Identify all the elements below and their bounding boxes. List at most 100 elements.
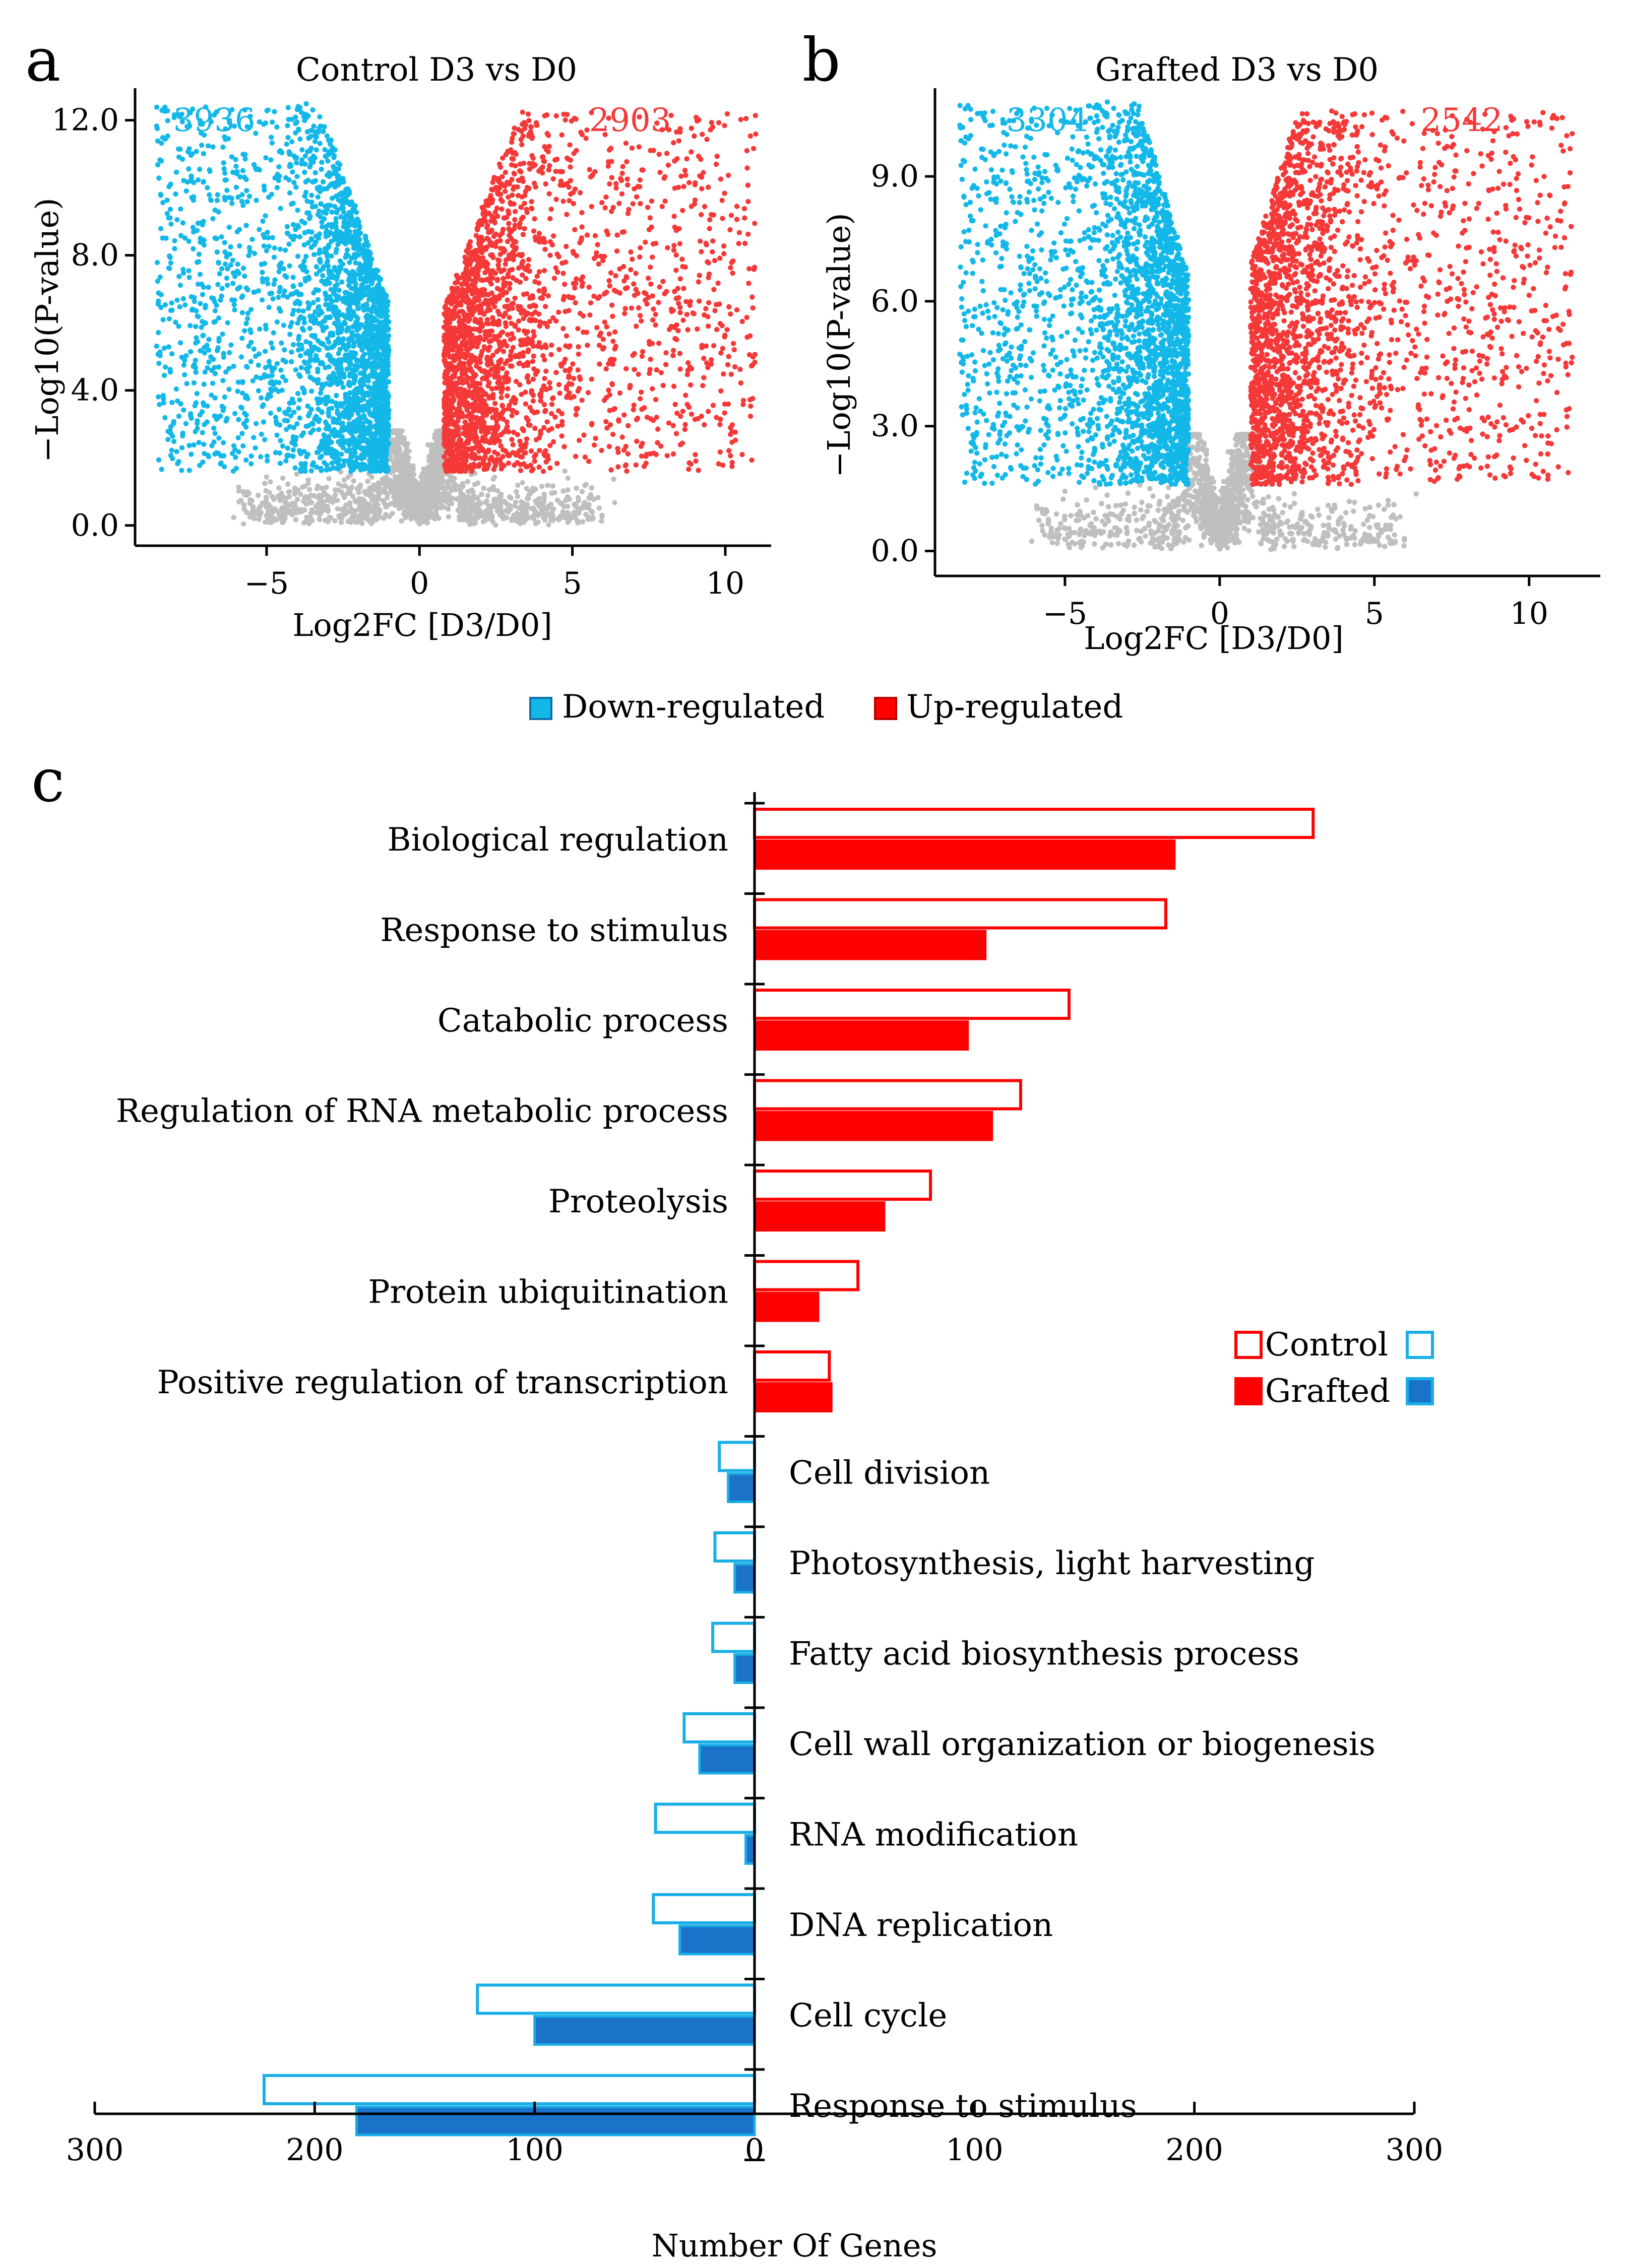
volcano-control-point-nonsig <box>348 486 353 492</box>
volcano-control-point-nonsig <box>515 482 521 488</box>
volcano-control-point-nonsig <box>464 501 470 506</box>
volcano-control-point-nonsig <box>286 489 291 495</box>
volcano-control-point-nonsig <box>421 466 426 472</box>
volcano-control-point-nonsig <box>475 495 480 500</box>
volcano-control-point-nonsig <box>325 497 331 502</box>
volcano-control-point-nonsig <box>515 493 521 499</box>
volcano-control-point-nonsig <box>338 520 344 526</box>
volcano-control-point-nonsig <box>399 518 404 524</box>
volcano-control-point-nonsig <box>303 494 309 499</box>
volcano-control-point-nonsig <box>305 477 311 483</box>
volcano-control-point-nonsig <box>542 517 548 523</box>
volcano-control-point-nonsig <box>490 476 496 482</box>
volcano-control-point-nonsig <box>551 506 556 512</box>
volcano-control-point-nonsig <box>322 517 328 523</box>
volcano-control-point-nonsig <box>575 495 581 500</box>
volcano-control-point-nonsig <box>504 508 510 513</box>
volcano-control-point-nonsig <box>276 485 282 491</box>
volcano-control-point-nonsig <box>264 474 269 480</box>
volcano-control-point-nonsig <box>339 489 344 495</box>
volcano-control-point-nonsig <box>589 485 595 491</box>
volcano-control-point-nonsig <box>336 481 341 487</box>
volcano-control-point-nonsig <box>231 514 236 521</box>
volcano-control-point-nonsig <box>300 484 305 490</box>
volcano-control-point-nonsig <box>441 478 446 484</box>
volcano-control-point-nonsig <box>484 498 489 504</box>
volcano-control-point-nonsig <box>521 520 527 525</box>
volcano-control-point-nonsig <box>258 509 264 515</box>
volcano-control-point-nonsig <box>465 479 470 484</box>
volcano-control-point-nonsig <box>550 483 555 489</box>
volcano-control-point-nonsig <box>416 481 422 486</box>
volcano-control-point-nonsig <box>285 481 291 487</box>
volcano-control-point-nonsig <box>241 502 247 507</box>
volcano-control-point-nonsig <box>565 503 571 509</box>
volcano-control-point-nonsig <box>562 468 568 474</box>
volcano-control-point-nonsig <box>309 507 315 513</box>
volcano-control-point-nonsig <box>262 481 268 486</box>
volcano-control-point-nonsig <box>549 490 554 496</box>
volcano-control-point-nonsig <box>306 487 312 492</box>
volcano-control-point-nonsig <box>565 494 571 500</box>
volcano-control-point-nonsig <box>333 487 338 493</box>
volcano-control-point-nonsig <box>497 493 503 499</box>
volcano-control-point-nonsig <box>599 512 605 518</box>
volcano-control-point-nonsig <box>590 516 596 522</box>
volcano-control-point-nonsig <box>539 484 545 489</box>
volcano-control-point-nonsig <box>588 493 594 499</box>
volcano-control-point-nonsig <box>531 513 537 519</box>
volcano-control-point-nonsig <box>359 496 365 502</box>
volcano-control-point-nonsig <box>353 513 359 519</box>
volcano-control-point-nonsig <box>295 487 301 493</box>
volcano-control-point-nonsig <box>268 520 274 526</box>
volcano-control-point-nonsig <box>294 471 300 477</box>
volcano-control-point-nonsig <box>282 500 288 505</box>
volcano-control-point-nonsig <box>317 516 322 523</box>
volcano-control-point-nonsig <box>486 508 492 514</box>
volcano-control-point-nonsig <box>343 510 349 516</box>
volcano-control-point-nonsig <box>381 515 387 521</box>
volcano-control-point-nonsig <box>265 513 270 519</box>
volcano-control-point-nonsig <box>347 500 353 506</box>
volcano-control-point-nonsig <box>509 516 515 522</box>
volcano-control-point-nonsig <box>446 514 451 520</box>
volcano-control-point-nonsig <box>481 485 486 491</box>
volcano-control-point-nonsig <box>490 484 496 490</box>
volcano-control-point-nonsig <box>398 457 404 463</box>
volcano-control-point-nonsig <box>433 436 439 442</box>
volcano-control-point-nonsig <box>579 489 585 494</box>
volcano-control-point-nonsig <box>470 521 476 527</box>
volcano-control-point-nonsig <box>583 482 589 487</box>
volcano-control-point-nonsig <box>612 500 617 505</box>
volcano-control-point-nonsig <box>342 494 347 500</box>
volcano-control-point-nonsig <box>332 518 338 524</box>
volcano-control-point-nonsig <box>408 516 414 522</box>
volcano-control-point-nonsig <box>256 492 261 498</box>
volcano-control-point-nonsig <box>541 491 547 497</box>
volcano-control-point-nonsig <box>611 476 616 482</box>
volcano-control-point-nonsig <box>428 456 434 462</box>
volcano-control-point-nonsig <box>428 442 434 447</box>
volcano-control-point-nonsig <box>280 475 286 481</box>
volcano-control-point-nonsig <box>340 483 345 489</box>
volcano-control-point-nonsig <box>565 487 571 493</box>
volcano-control-point-nonsig <box>554 497 560 503</box>
volcano-control-point-nonsig <box>240 521 246 527</box>
volcano-control-point-nonsig <box>365 479 370 484</box>
volcano-control-point-nonsig <box>589 509 595 515</box>
panel-label-a: a <box>25 25 60 95</box>
volcano-control-point-nonsig <box>268 504 274 510</box>
volcano-control-point-nonsig <box>341 477 347 483</box>
volcano-control-point-nonsig <box>283 496 288 501</box>
volcano-control-point-nonsig <box>478 500 483 506</box>
volcano-control-point-nonsig <box>475 480 481 486</box>
panel-label-c: c <box>31 746 65 815</box>
volcano-control-point-nonsig <box>396 435 401 441</box>
volcano-control-point-nonsig <box>295 507 301 512</box>
volcano-control-point-nonsig <box>236 484 241 490</box>
volcano-control-point-nonsig <box>293 517 298 523</box>
volcano-control-point-nonsig <box>314 486 320 491</box>
volcano-control-point-nonsig <box>325 508 331 514</box>
volcano-control-point-nonsig <box>565 520 571 525</box>
